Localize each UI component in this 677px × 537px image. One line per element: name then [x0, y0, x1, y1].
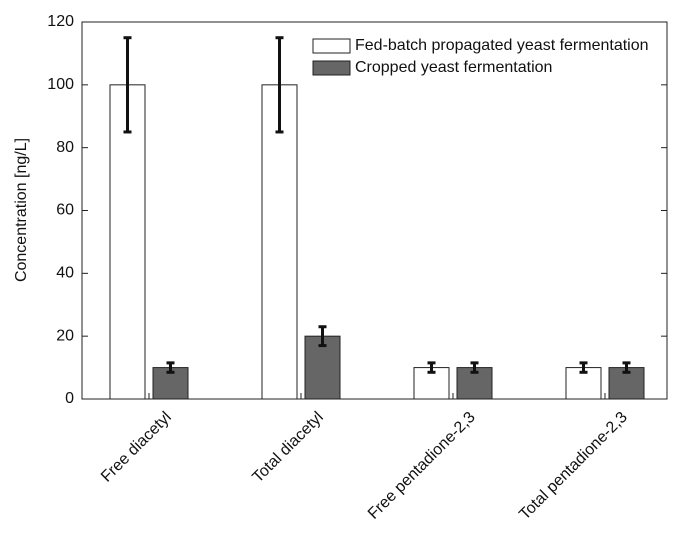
x-tick-label: Total pentadione-2,3 [516, 409, 631, 524]
y-tick-label: 20 [56, 327, 74, 344]
error-bar [622, 361, 631, 374]
bar [109, 84, 146, 400]
legend-label: Cropped yeast fermentation [355, 59, 552, 76]
error-bar [166, 361, 175, 374]
error-bar [123, 36, 132, 134]
plot-frame [81, 21, 668, 400]
y-tick-label: 60 [56, 202, 74, 219]
y-tick-label: 120 [47, 13, 74, 30]
legend-swatch [312, 38, 351, 54]
bar [608, 367, 645, 400]
error-bar [275, 36, 284, 134]
y-tick-label: 0 [65, 390, 74, 407]
error-bar [318, 325, 327, 348]
x-tick-label: Free pentadione-2,3 [365, 409, 479, 523]
y-tick-label: 80 [56, 139, 74, 156]
bar [261, 84, 298, 400]
x-tick-label: Free diacetyl [98, 409, 175, 486]
legend-label: Fed-batch propagated yeast fermentation [355, 37, 649, 54]
error-bar [427, 361, 436, 374]
y-tick-label: 40 [56, 265, 74, 282]
legend-swatch [312, 60, 351, 76]
error-bar [579, 361, 588, 374]
y-axis-label: Concentration [ng/L] [13, 138, 30, 282]
y-tick-label: 100 [47, 76, 74, 93]
x-tick-label: Total diacetyl [249, 409, 326, 486]
error-bar [470, 361, 479, 374]
